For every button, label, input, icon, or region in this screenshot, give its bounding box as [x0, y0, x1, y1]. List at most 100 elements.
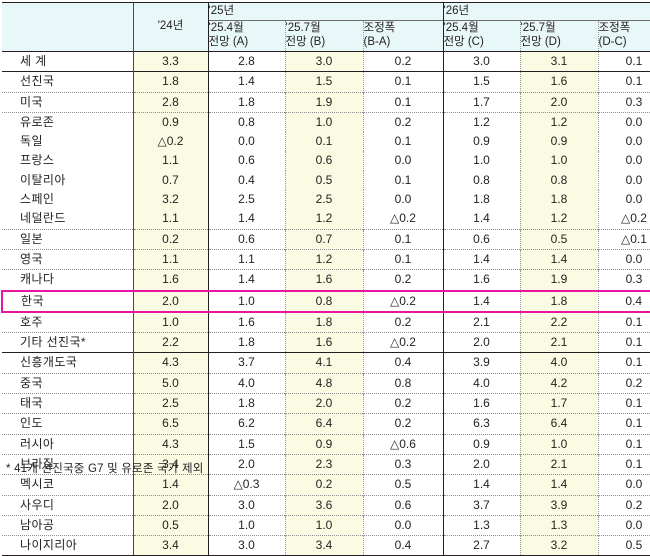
- header-sub-2025-april-line1: '25.4월: [208, 22, 244, 35]
- table-row: 유로존 0.9 0.8 1.0 0.2 1.2 1.2 0.0: [2, 111, 650, 133]
- cell-value: 3.0: [442, 50, 520, 72]
- cell-value: 0.2: [362, 50, 443, 72]
- cell-value: 5.0: [132, 372, 208, 394]
- header-sub-2025-adjustment: 조정폭 (B-A): [362, 20, 443, 52]
- cell-value: 0.9: [519, 132, 598, 152]
- cell-value: 1.6: [207, 311, 285, 333]
- cell-value: 0.1: [362, 132, 443, 152]
- cell-value: 6.2: [207, 413, 285, 435]
- cell-value: 0.1: [362, 170, 443, 191]
- cell-value: 0.7: [284, 228, 363, 250]
- cell-value: 2.0: [132, 494, 208, 516]
- header-row-subcolumns: '25.4월 전망 (A) '25.7월 전망 (B) 조정폭 (B-A) '2…: [2, 20, 650, 52]
- table-header: '24년 '25년 '26년 '25.4월 전망 (A) '25.7월 전망 (…: [2, 2, 650, 52]
- cell-value: 0.4: [597, 289, 650, 313]
- row-label: 러시아: [2, 433, 133, 455]
- cell-value: 2.8: [207, 50, 285, 72]
- cell-value: 3.9: [442, 352, 520, 374]
- cell-value: 1.4: [207, 269, 285, 291]
- cell-value: 0.2: [362, 311, 443, 333]
- cell-value: 0.1: [597, 393, 650, 414]
- cell-value: 0.1: [597, 332, 650, 353]
- cell-value: 1.6: [519, 71, 598, 93]
- table-row: 호주 1.0 1.6 1.8 0.2 2.1 2.2 0.1: [2, 311, 650, 333]
- cell-value: 1.4: [207, 209, 285, 230]
- cell-value: 0.6: [442, 228, 520, 250]
- cell-value: 2.5: [284, 190, 363, 210]
- cell-value: 1.4: [132, 474, 208, 496]
- header-sub-2025-july-line2: 전망 (B): [285, 36, 326, 48]
- cell-value: 1.3: [442, 514, 520, 536]
- row-label: 영국: [2, 248, 133, 270]
- cell-value: 1.2: [284, 209, 363, 230]
- table-footnote: * 41개 선진국중 G7 및 유로존 국가 제외: [6, 463, 204, 475]
- table-row: 인도 6.5 6.2 6.4 0.2 6.3 6.4 0.1: [2, 413, 650, 435]
- cell-value: 0.1: [597, 453, 650, 475]
- cell-value: 1.6: [284, 269, 363, 291]
- cell-value: 1.3: [519, 514, 598, 536]
- cell-value: 0.1: [597, 352, 650, 374]
- cell-value: △0.2: [132, 132, 208, 152]
- cell-value: 1.8: [284, 311, 363, 333]
- cell-value: 3.3: [132, 50, 208, 72]
- row-label: 기타 선진국*: [2, 332, 133, 353]
- cell-value: 0.0: [597, 248, 650, 270]
- table-row: 캐나다 1.6 1.4 1.6 0.2 1.6 1.9 0.3: [2, 269, 650, 291]
- cell-value: 0.5: [519, 228, 598, 250]
- cell-value: 1.9: [519, 269, 598, 291]
- row-label: 태국: [2, 393, 133, 414]
- cell-value: 0.2: [362, 393, 443, 414]
- cell-value: △0.6: [362, 433, 443, 455]
- cell-value: 4.1: [284, 352, 363, 374]
- cell-value: 1.1: [207, 248, 285, 270]
- row-label: 캐나다: [2, 269, 133, 291]
- cell-value: △0.2: [597, 209, 650, 230]
- cell-value: 0.9: [284, 433, 363, 455]
- cell-value: 2.5: [132, 393, 208, 414]
- cell-value: 4.3: [132, 352, 208, 374]
- cell-value: 1.4: [442, 474, 520, 496]
- table-row: 사우디 2.0 3.0 3.6 0.6 3.7 3.9 0.2: [2, 494, 650, 516]
- row-label: 브라질: [2, 453, 133, 475]
- row-label: 선진국: [2, 71, 133, 93]
- cell-value: 1.9: [284, 91, 363, 113]
- cell-value: 3.9: [519, 494, 598, 516]
- cell-value: 0.4: [362, 352, 443, 374]
- cell-value: △0.1: [597, 228, 650, 250]
- cell-value: 1.0: [207, 514, 285, 536]
- table-row: 스페인 3.2 2.5 2.5 0.0 1.8 1.8 0.0: [2, 190, 650, 210]
- table-row: 일본 0.2 0.6 0.7 0.1 0.6 0.5 △0.1: [2, 228, 650, 250]
- cell-value: 3.4: [284, 535, 363, 556]
- cell-value: 6.3: [442, 413, 520, 435]
- row-label: 프랑스: [2, 151, 133, 171]
- table-row: 남아공 0.5 1.0 1.0 0.0 1.3 1.3 0.0: [2, 514, 650, 536]
- cell-value: 0.1: [597, 71, 650, 93]
- table-row: 선진국 1.8 1.4 1.5 0.1 1.5 1.6 0.1: [2, 71, 650, 93]
- cell-value: 2.0: [207, 453, 285, 475]
- cell-value: 6.4: [284, 413, 363, 435]
- table-row: 세 계 3.3 2.8 3.0 0.2 3.0 3.1 0.1: [2, 50, 650, 72]
- table-row: 러시아 4.3 1.5 0.9 △0.6 0.9 1.0 0.1: [2, 433, 650, 455]
- cell-value: 0.2: [597, 494, 650, 516]
- table-row: 한국 2.0 1.0 0.8 △0.2 1.4 1.8 0.4: [1, 289, 650, 313]
- header-sub-2025-april-line2: 전망 (A): [208, 36, 249, 48]
- table-row: 독일 △0.2 0.0 0.1 0.1 0.9 0.9 0.0: [2, 132, 650, 152]
- cell-value: 1.2: [284, 248, 363, 270]
- cell-value: 0.1: [597, 413, 650, 435]
- cell-value: △0.3: [207, 474, 285, 496]
- header-sub-2025-april: '25.4월 전망 (A): [207, 20, 285, 52]
- cell-value: 1.0: [284, 111, 363, 133]
- cell-value: 2.0: [442, 453, 520, 475]
- cell-value: 1.0: [519, 433, 598, 455]
- cell-value: 1.2: [519, 209, 598, 230]
- cell-value: 1.6: [442, 269, 520, 291]
- cell-value: 0.0: [597, 514, 650, 536]
- cell-value: 0.0: [597, 170, 650, 191]
- row-label: 사우디: [2, 494, 133, 516]
- cell-value: 0.1: [362, 71, 443, 93]
- header-sub-2026-adjustment-line1: 조정폭: [598, 22, 631, 35]
- table-row: 미국 2.8 1.8 1.9 0.1 1.7 2.0 0.3: [2, 91, 650, 113]
- header-sub-2025-july: '25.7월 전망 (B): [284, 20, 363, 52]
- row-label: 나이지리아: [2, 535, 133, 556]
